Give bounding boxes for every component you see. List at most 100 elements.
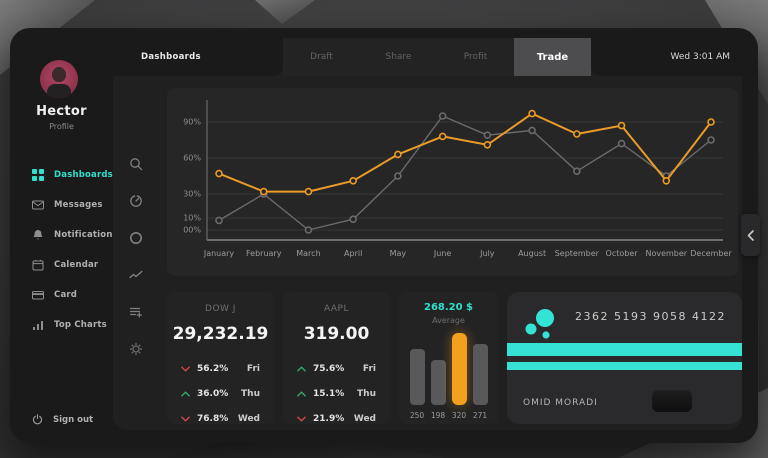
search-icon[interactable]	[128, 156, 144, 172]
envelope-icon	[32, 196, 44, 215]
stock-percent: 21.9%	[313, 413, 345, 424]
sidebar-item-card[interactable]: Card	[10, 280, 113, 310]
content-surface: Dashboards Draft Share Profit Trade Wed …	[113, 38, 759, 430]
average-card[interactable]: 268.20 $ Average 250 198 320 271	[399, 292, 498, 424]
gear-icon[interactable]	[128, 341, 144, 357]
stock-percent: 76.8%	[197, 413, 229, 424]
arrow-up-icon	[297, 365, 306, 372]
svg-text:October: October	[606, 249, 639, 258]
credit-card-icon	[32, 286, 44, 305]
bar-highlighted	[451, 333, 467, 405]
profile-role: Profile	[49, 122, 74, 131]
app-window: Hector Profile Dashboards Messages Notif…	[10, 28, 760, 443]
tab-trade[interactable]: Trade	[514, 38, 591, 76]
chevron-left-icon	[747, 229, 754, 241]
tab-share[interactable]: Share	[385, 52, 412, 62]
stock-rows: 75.6% Fri 15.1% Thu 21.9% Wed	[283, 356, 390, 431]
bar	[472, 344, 488, 405]
sidebar-item-label: Messages	[54, 200, 103, 210]
sidebar-item-messages[interactable]: Messages	[10, 190, 113, 220]
bank-logo-icon	[525, 309, 554, 339]
sign-out-button[interactable]: Sign out	[32, 410, 93, 429]
sidebar-item-label: Calendar	[54, 260, 99, 270]
svg-text:60%: 60%	[183, 154, 201, 163]
ring-icon[interactable]	[128, 230, 144, 246]
performance-chart: 90% 60% 30% 10% 00% January February March April…	[183, 100, 732, 258]
bar-value-label: 250	[409, 411, 425, 420]
bar	[430, 360, 446, 405]
bar-value-label: 271	[472, 411, 488, 420]
credit-card[interactable]: 2362 5193 9058 4122 OMID MORADI	[507, 292, 759, 424]
tab-draft[interactable]: Draft	[310, 52, 333, 62]
svg-text:30%: 30%	[183, 190, 201, 199]
performance-chart-card: 90% 60% 30% 10% 00% January February March April…	[167, 88, 738, 276]
sidebar-item-calendar[interactable]: Calendar	[10, 250, 113, 280]
trend-icon[interactable]	[128, 267, 144, 283]
stock-value: 319.00	[303, 324, 370, 344]
avatar[interactable]	[40, 60, 78, 98]
sidebar-item-top-charts[interactable]: Top Charts	[10, 310, 113, 340]
svg-text:July: July	[479, 249, 495, 258]
sidebar-item-notification[interactable]: Notification	[10, 220, 113, 250]
sidebar-item-label: Top Charts	[54, 320, 107, 330]
sidebar-item-label: Notification	[54, 230, 113, 240]
arrow-down-icon	[297, 415, 306, 422]
tab-profit[interactable]: Profit	[463, 52, 488, 62]
stock-day: Wed	[353, 413, 376, 424]
average-label: Average	[432, 316, 465, 325]
credit-card-face: 2362 5193 9058 4122 OMID MORADI	[507, 292, 742, 424]
svg-text:February: February	[246, 249, 282, 258]
stock-symbol: DOW J	[205, 304, 236, 314]
timer-icon[interactable]	[128, 193, 144, 209]
arrow-down-icon	[181, 415, 190, 422]
topbar-tabs: Draft Share Profit Trade	[283, 38, 591, 76]
stock-percent: 56.2%	[197, 363, 229, 374]
profile-name: Hector	[36, 104, 87, 119]
svg-text:June: June	[433, 249, 452, 258]
card-chip	[652, 389, 692, 412]
stock-row: 56.2% Fri	[167, 356, 274, 381]
sidebar-nav: Dashboards Messages Notification Calenda…	[10, 160, 113, 340]
sidebar-item-dashboards[interactable]: Dashboards	[10, 160, 113, 190]
playlist-add-icon[interactable]	[128, 304, 144, 320]
stock-percent: 75.6%	[313, 363, 345, 374]
svg-text:10%: 10%	[183, 214, 201, 223]
collapse-panel-button[interactable]	[741, 214, 760, 256]
bar-value-label: 198	[430, 411, 446, 420]
svg-text:December: December	[690, 249, 732, 258]
stock-row: 36.0% Thu	[167, 381, 274, 406]
stock-row: 75.6% Fri	[283, 356, 390, 381]
card-stripe	[507, 343, 742, 356]
stock-day: Thu	[357, 388, 376, 399]
average-bar-chart	[409, 333, 488, 405]
average-bar-labels: 250 198 320 271	[410, 411, 488, 420]
topbar-section-label: Dashboards	[113, 38, 283, 76]
grid-icon	[32, 166, 44, 185]
card-holder-name: OMID MORADI	[523, 398, 598, 408]
stock-row: 76.8% Wed	[167, 406, 274, 431]
bell-icon	[32, 226, 44, 245]
bg-shard	[255, 0, 315, 24]
svg-text:90%: 90%	[183, 118, 201, 127]
clock-display: Wed 3:01 AM	[591, 38, 742, 76]
stock-symbol: AAPL	[323, 304, 349, 314]
bar-value-label: 320	[451, 411, 467, 420]
stock-card-dowj[interactable]: DOW J 29,232.19 56.2% Fri 36.0% Thu	[167, 292, 274, 424]
sidebar-item-label: Dashboards	[54, 170, 113, 180]
icon-rail	[113, 156, 159, 357]
stock-rows: 56.2% Fri 36.0% Thu 76.8% Wed	[167, 356, 274, 431]
bar	[409, 349, 425, 405]
stock-percent: 36.0%	[197, 388, 229, 399]
svg-text:August: August	[518, 249, 546, 258]
stock-card-aapl[interactable]: AAPL 319.00 75.6% Fri 15.1% Thu	[283, 292, 390, 424]
card-stripe	[507, 362, 742, 370]
stock-row: 21.9% Wed	[283, 406, 390, 431]
sign-out-label: Sign out	[53, 414, 94, 425]
topbar: Dashboards Draft Share Profit Trade Wed …	[113, 38, 742, 76]
arrow-down-icon	[181, 365, 190, 372]
cards-row: DOW J 29,232.19 56.2% Fri 36.0% Thu	[167, 292, 759, 424]
svg-text:May: May	[390, 249, 407, 258]
power-icon	[32, 410, 43, 429]
stock-day: Fri	[362, 363, 376, 374]
calendar-icon	[32, 256, 44, 275]
